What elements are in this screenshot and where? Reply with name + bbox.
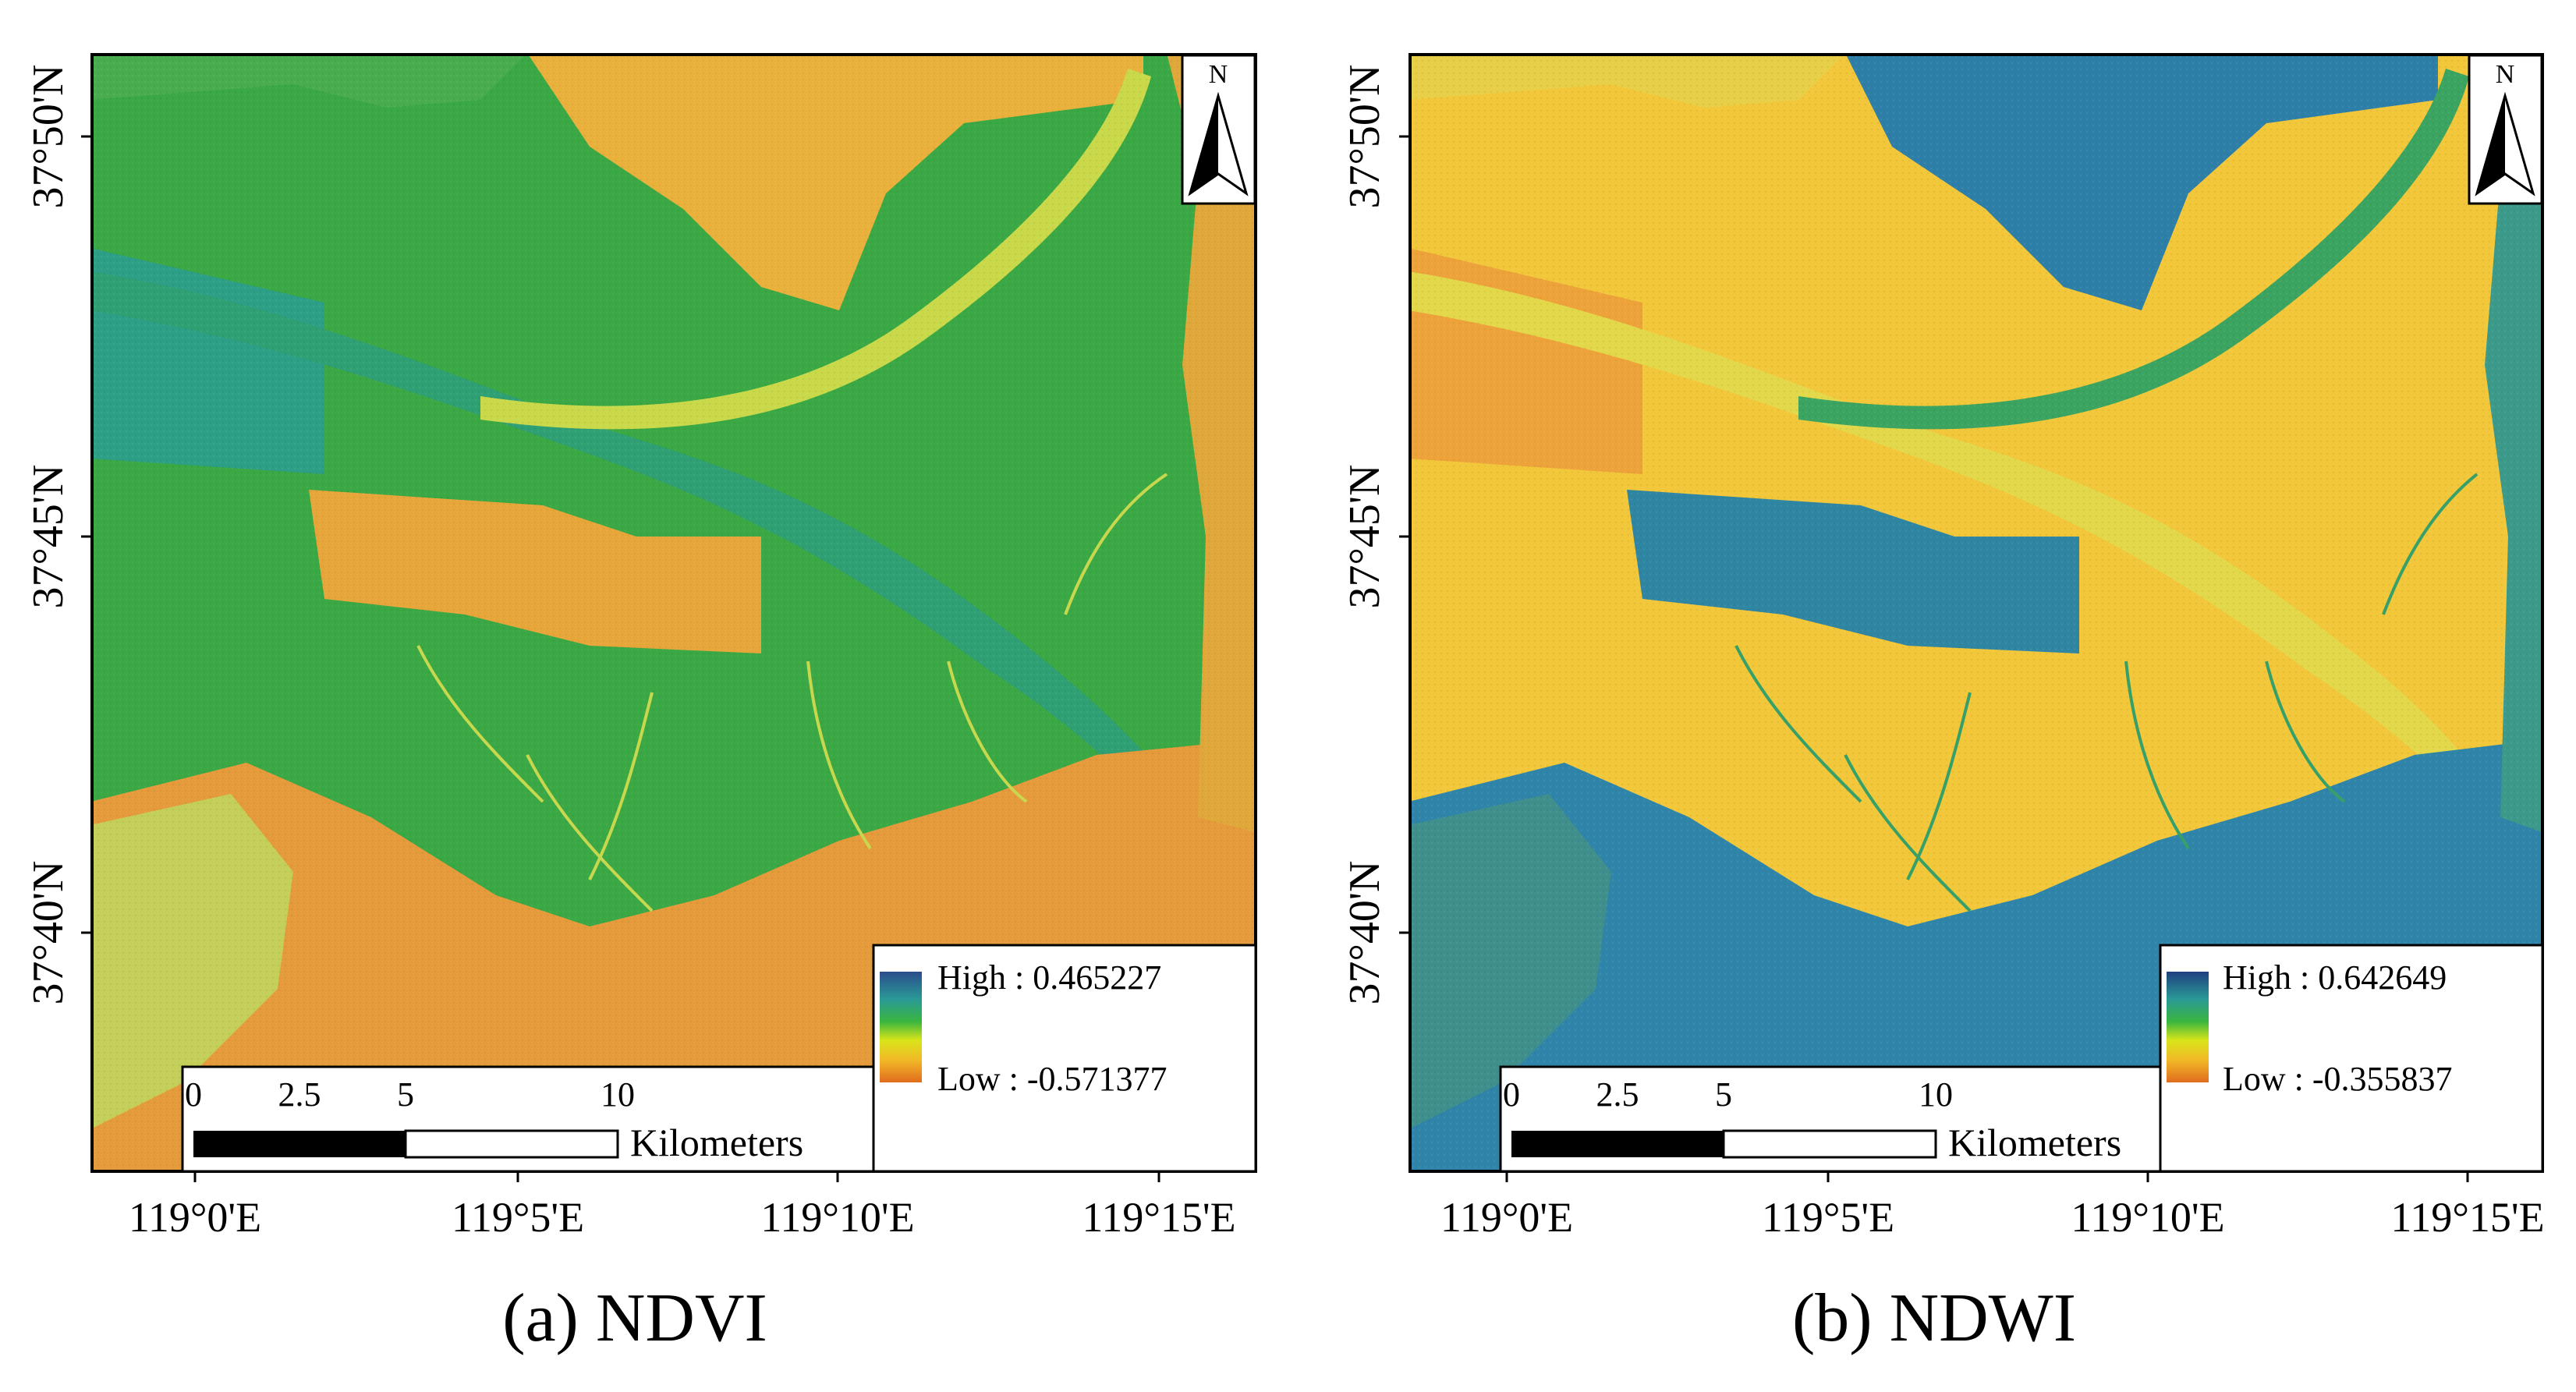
scale-bar-white bbox=[404, 1129, 619, 1159]
scale-tick-2-5: 2.5 bbox=[1596, 1075, 1639, 1114]
scale-bar-black bbox=[1511, 1131, 1724, 1157]
lon-label-119-0: 119°0'E bbox=[128, 1194, 262, 1241]
legend-high: High : 0.642649 bbox=[2223, 958, 2447, 997]
lon-label-119-0: 119°0'E bbox=[1440, 1194, 1574, 1241]
scale-tick-5: 5 bbox=[1715, 1075, 1732, 1114]
scale-tick-10: 10 bbox=[1919, 1075, 1953, 1114]
lat-label-37-45: 37°45'N bbox=[1341, 464, 1389, 609]
lat-label-37-50: 37°50'N bbox=[24, 64, 73, 209]
north-label: N bbox=[2496, 60, 2515, 89]
panel-caption: (a) NDVI bbox=[502, 1280, 767, 1356]
scale-tick-10: 10 bbox=[601, 1075, 635, 1114]
north-arrow-shade bbox=[1190, 96, 1218, 193]
north-arrow: N bbox=[2468, 54, 2543, 205]
ndvi-raster-map: N High : 0.465227 Low : -0.571377 0 2.5 … bbox=[90, 53, 1257, 1173]
map-panel-ndwi: N High : 0.642649 Low : -0.355837 0 2.5 … bbox=[1287, 0, 2574, 1392]
north-arrow: N bbox=[1181, 54, 1256, 205]
tidal-creeks bbox=[1734, 473, 2479, 912]
scale-tick-5: 5 bbox=[397, 1075, 414, 1114]
color-ramp bbox=[2167, 972, 2209, 1082]
lon-label-119-10: 119°10'E bbox=[2071, 1194, 2225, 1241]
scale-bar-black bbox=[193, 1131, 406, 1157]
north-label: N bbox=[1209, 60, 1228, 89]
lat-label-37-45: 37°45'N bbox=[24, 464, 73, 609]
color-legend: High : 0.642649 Low : -0.355837 bbox=[2159, 944, 2544, 1173]
color-ramp bbox=[880, 972, 922, 1082]
map-panel-ndvi: N High : 0.465227 Low : -0.571377 0 2.5 … bbox=[0, 0, 1287, 1392]
axis-ticks bbox=[81, 135, 1160, 1182]
lat-label-37-40: 37°40'N bbox=[1341, 860, 1389, 1005]
legend-high: High : 0.465227 bbox=[937, 958, 1161, 997]
axis-ticks bbox=[1399, 135, 2469, 1182]
scale-tick-0: 0 bbox=[1503, 1075, 1520, 1114]
lat-label-37-50: 37°50'N bbox=[1341, 64, 1389, 209]
lon-label-119-5: 119°5'E bbox=[451, 1194, 585, 1241]
color-legend: High : 0.465227 Low : -0.571377 bbox=[872, 944, 1257, 1173]
ndwi-raster-map: N High : 0.642649 Low : -0.355837 0 2.5 … bbox=[1408, 53, 2544, 1173]
lon-label-119-10: 119°10'E bbox=[760, 1194, 915, 1241]
lon-label-119-5: 119°5'E bbox=[1761, 1194, 1895, 1241]
panel-caption: (b) NDWI bbox=[1791, 1280, 2077, 1356]
scale-tick-2-5: 2.5 bbox=[278, 1075, 321, 1114]
scale-tick-0: 0 bbox=[185, 1075, 202, 1114]
scale-bar: 0 2.5 5 10 Kilometers bbox=[1499, 1065, 2162, 1173]
scale-bar-white bbox=[1722, 1129, 1937, 1159]
lon-label-119-15: 119°15'E bbox=[1082, 1194, 1236, 1241]
lon-label-119-15: 119°15'E bbox=[2390, 1194, 2545, 1241]
scale-unit: Kilometers bbox=[630, 1121, 803, 1164]
scale-unit: Kilometers bbox=[1948, 1121, 2121, 1164]
scale-bar: 0 2.5 5 10 Kilometers bbox=[181, 1065, 875, 1173]
legend-low: Low : -0.355837 bbox=[2223, 1060, 2453, 1098]
lat-label-37-40: 37°40'N bbox=[24, 860, 73, 1005]
tidal-creeks bbox=[416, 473, 1168, 912]
north-arrow-shade bbox=[2477, 96, 2505, 193]
legend-low: Low : -0.571377 bbox=[937, 1060, 1168, 1098]
